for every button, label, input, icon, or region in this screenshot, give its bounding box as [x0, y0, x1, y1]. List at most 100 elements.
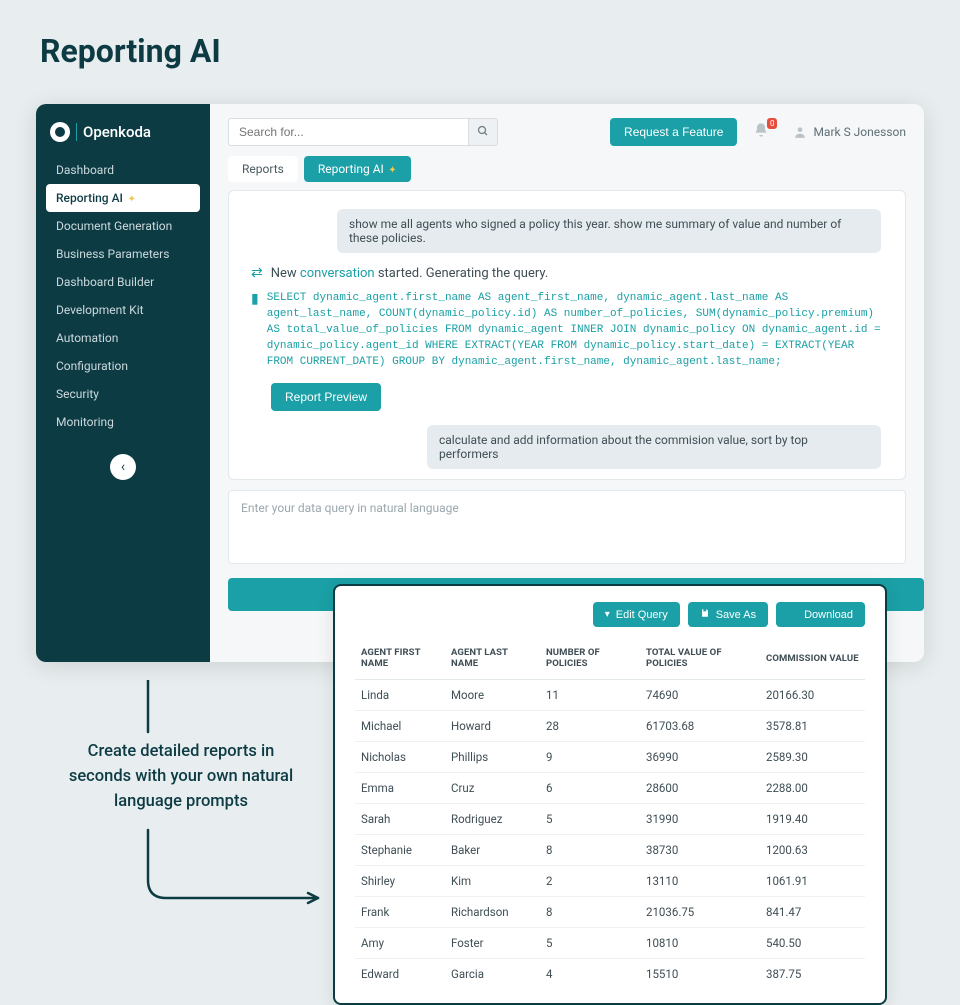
table-cell: Cruz — [445, 773, 540, 804]
table-cell: 8 — [540, 835, 640, 866]
sidebar-collapse-button[interactable]: ‹ — [110, 454, 136, 480]
table-cell: Amy — [355, 928, 445, 959]
sidebar-item-business-parameters[interactable]: Business Parameters — [46, 240, 200, 268]
edit-query-button[interactable]: ▾ Edit Query — [593, 602, 680, 627]
table-cell: Michael — [355, 711, 445, 742]
sql-block-1: ▮ SELECT dynamic_agent.first_name AS age… — [251, 291, 881, 371]
avatar-icon — [793, 125, 807, 139]
table-cell: 3578.81 — [760, 711, 865, 742]
search-input[interactable] — [228, 118, 468, 146]
table-cell: Nicholas — [355, 742, 445, 773]
table-cell: Emma — [355, 773, 445, 804]
user-message-1: show me all agents who signed a policy t… — [337, 209, 881, 253]
table-cell: Phillips — [445, 742, 540, 773]
table-cell: 13110 — [640, 866, 760, 897]
sparkle-icon: ✦ — [125, 194, 136, 205]
notification-badge: 0 — [767, 118, 778, 129]
sidebar-item-monitoring[interactable]: Monitoring — [46, 408, 200, 436]
table-cell: Foster — [445, 928, 540, 959]
tab-reporting-ai[interactable]: Reporting AI ✦ — [304, 156, 411, 182]
table-cell: Garcia — [445, 959, 540, 990]
user-menu[interactable]: Mark S Jonesson — [785, 125, 906, 139]
sidebar-item-reporting-ai[interactable]: Reporting AI ✦ — [46, 184, 200, 212]
table-row: EmmaCruz6286002288.00 — [355, 773, 865, 804]
notifications-button[interactable]: 0 — [747, 122, 775, 142]
page-title: Reporting AI — [0, 0, 960, 94]
table-row: AmyFoster510810540.50 — [355, 928, 865, 959]
sparkle-icon: ✦ — [386, 165, 397, 176]
chat-icon: ▮ — [251, 291, 259, 371]
table-row: LindaMoore117469020166.30 — [355, 680, 865, 711]
request-feature-button[interactable]: Request a Feature — [610, 118, 737, 146]
sidebar-item-security[interactable]: Security — [46, 380, 200, 408]
table-cell: 387.75 — [760, 959, 865, 990]
table-cell: Kim — [445, 866, 540, 897]
chat-scroll[interactable]: show me all agents who signed a policy t… — [247, 209, 887, 479]
table-cell: Edward — [355, 959, 445, 990]
download-icon — [788, 608, 798, 621]
sidebar: Openkoda DashboardReporting AI ✦Document… — [36, 104, 210, 662]
col-header: COMMISSION VALUE — [760, 639, 865, 680]
status-suffix: started. Generating the query. — [375, 266, 549, 281]
brand: Openkoda — [46, 118, 200, 156]
table-row: MichaelHoward2861703.683578.81 — [355, 711, 865, 742]
sidebar-nav: DashboardReporting AI ✦Document Generati… — [46, 156, 200, 436]
table-header-row: AGENT FIRST NAMEAGENT LAST NAMENUMBER OF… — [355, 639, 865, 680]
sidebar-item-document-generation[interactable]: Document Generation — [46, 212, 200, 240]
chevron-left-icon: ‹ — [121, 459, 125, 475]
table-row: EdwardGarcia415510387.75 — [355, 959, 865, 990]
sidebar-item-configuration[interactable]: Configuration — [46, 352, 200, 380]
table-cell: 28 — [540, 711, 640, 742]
search-icon — [477, 125, 489, 140]
table-cell: 38730 — [640, 835, 760, 866]
sidebar-item-development-kit[interactable]: Development Kit — [46, 296, 200, 324]
main-area: Request a Feature 0 Mark S Jonesson Repo… — [210, 104, 924, 662]
table-cell: 4 — [540, 959, 640, 990]
sidebar-item-dashboard-builder[interactable]: Dashboard Builder — [46, 268, 200, 296]
table-body: LindaMoore117469020166.30MichaelHoward28… — [355, 680, 865, 990]
save-as-button[interactable]: Save As — [688, 602, 768, 627]
report-preview-button[interactable]: Report Preview — [271, 383, 381, 411]
table-cell: Howard — [445, 711, 540, 742]
table-cell: Shirley — [355, 866, 445, 897]
table-cell: 31990 — [640, 804, 760, 835]
refresh-icon: ⇄ — [251, 265, 263, 281]
app-window: Openkoda DashboardReporting AI ✦Document… — [36, 104, 924, 662]
table-cell: 8 — [540, 897, 640, 928]
table-cell: 1061.91 — [760, 866, 865, 897]
table-row: StephanieBaker8387301200.63 — [355, 835, 865, 866]
query-input[interactable]: Enter your data query in natural languag… — [228, 490, 906, 564]
search-wrap — [228, 118, 498, 146]
save-as-label: Save As — [716, 609, 756, 621]
table-cell: Frank — [355, 897, 445, 928]
table-cell: 74690 — [640, 680, 760, 711]
table-cell: 1200.63 — [760, 835, 865, 866]
tab-reports[interactable]: Reports — [228, 156, 298, 182]
table-cell: Baker — [445, 835, 540, 866]
tabs: ReportsReporting AI ✦ — [210, 156, 924, 190]
col-header: AGENT LAST NAME — [445, 639, 540, 680]
sidebar-item-automation[interactable]: Automation — [46, 324, 200, 352]
brand-divider — [76, 123, 77, 141]
table-row: NicholasPhillips9369902589.30 — [355, 742, 865, 773]
brand-logo-icon — [50, 122, 70, 142]
search-button[interactable] — [468, 118, 498, 146]
results-card: ▾ Edit Query Save As Download AGENT FIRS… — [333, 584, 887, 1005]
table-cell: 1919.40 — [760, 804, 865, 835]
table-cell: Moore — [445, 680, 540, 711]
status-prefix: New — [271, 266, 300, 281]
table-cell: 9 — [540, 742, 640, 773]
download-button[interactable]: Download — [776, 602, 865, 627]
table-cell: Sarah — [355, 804, 445, 835]
col-header: NUMBER OF POLICIES — [540, 639, 640, 680]
table-cell: 2 — [540, 866, 640, 897]
status-link: conversation — [300, 266, 375, 281]
table-cell: 2288.00 — [760, 773, 865, 804]
chat-card: show me all agents who signed a policy t… — [228, 190, 906, 480]
table-cell: 5 — [540, 804, 640, 835]
sidebar-item-dashboard[interactable]: Dashboard — [46, 156, 200, 184]
topbar: Request a Feature 0 Mark S Jonesson — [210, 104, 924, 156]
table-cell: 10810 — [640, 928, 760, 959]
callout-text: Create detailed reports in seconds with … — [56, 740, 306, 814]
chevron-down-icon: ▾ — [605, 609, 610, 620]
